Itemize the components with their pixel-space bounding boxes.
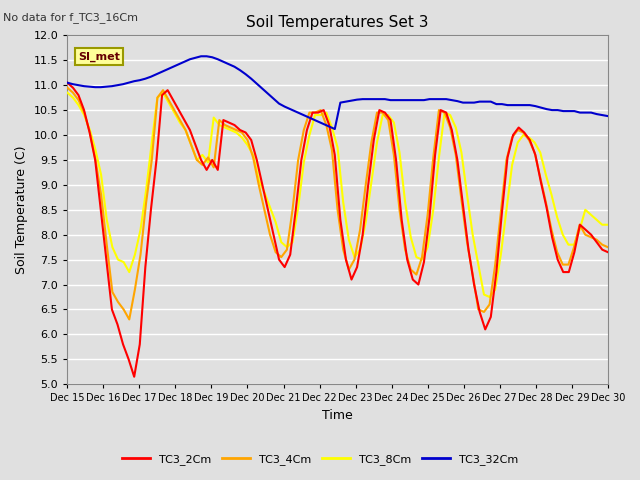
- Text: SI_met: SI_met: [78, 52, 120, 62]
- Legend: TC3_2Cm, TC3_4Cm, TC3_8Cm, TC3_32Cm: TC3_2Cm, TC3_4Cm, TC3_8Cm, TC3_32Cm: [118, 450, 522, 469]
- Y-axis label: Soil Temperature (C): Soil Temperature (C): [15, 145, 28, 274]
- Text: No data for f_TC3_16Cm: No data for f_TC3_16Cm: [3, 12, 138, 23]
- Title: Soil Temperatures Set 3: Soil Temperatures Set 3: [246, 15, 429, 30]
- X-axis label: Time: Time: [322, 409, 353, 422]
